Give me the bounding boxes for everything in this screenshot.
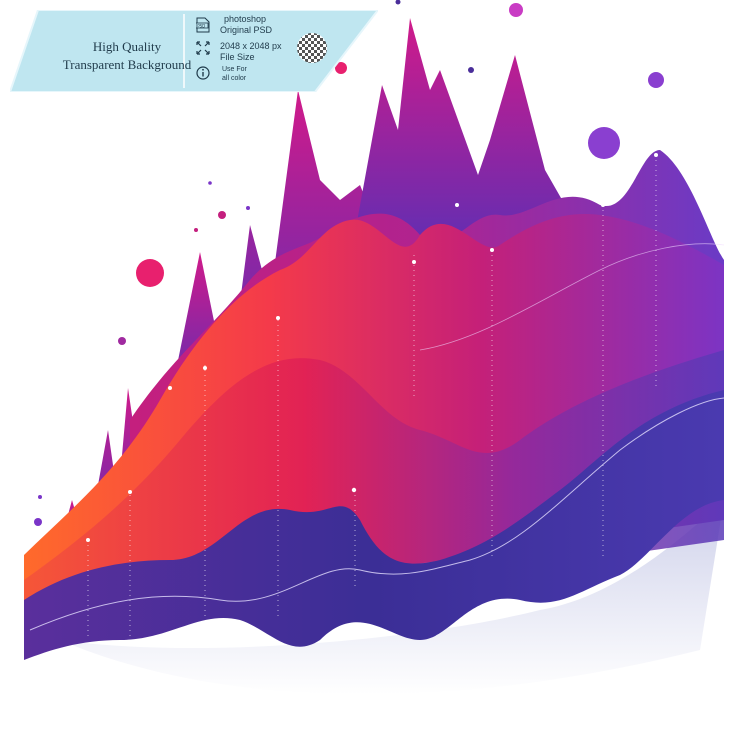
banner-shape bbox=[10, 10, 378, 92]
wave-layer-front bbox=[24, 390, 724, 660]
banner-line-1: High Quality bbox=[92, 39, 162, 54]
psd-file-icon: PSD bbox=[196, 17, 210, 33]
banner-app-name: photoshop bbox=[224, 14, 267, 24]
transparency-checker-icon bbox=[296, 32, 328, 64]
banner-file-size: File Size bbox=[220, 52, 255, 62]
psd-icon-label: PSD bbox=[197, 23, 205, 28]
floating-dots bbox=[34, 0, 664, 526]
banner-headline: High Quality Transparent Background bbox=[62, 38, 192, 74]
banner-line-2: Transparent Background bbox=[62, 57, 192, 72]
floor-shadow bbox=[60, 500, 724, 695]
peak-markers bbox=[86, 153, 658, 542]
watermark-banner: High Quality Transparent Background PSD … bbox=[10, 10, 378, 92]
banner-dimensions: 2048 x 2048 px bbox=[220, 41, 282, 51]
info-icon bbox=[196, 66, 210, 80]
banner-file-type: Original PSD bbox=[220, 25, 273, 35]
highlight-line-2 bbox=[419, 243, 725, 351]
dotted-guides bbox=[87, 150, 657, 640]
banner-all-color: all color bbox=[222, 75, 247, 82]
resize-arrows-icon bbox=[196, 41, 210, 55]
banner-use-for: Use For bbox=[222, 66, 247, 73]
highlight-line-1 bbox=[29, 397, 725, 631]
